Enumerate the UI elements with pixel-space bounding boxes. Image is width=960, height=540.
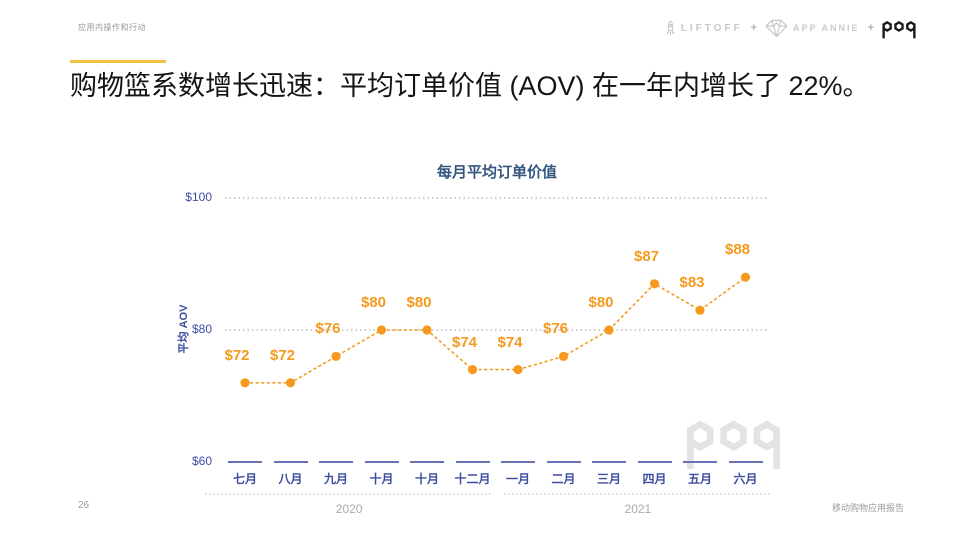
year-label: 2020 [335, 502, 363, 516]
plus-separator: + [867, 22, 874, 34]
liftoff-wordmark: LIFTOFF [680, 22, 743, 34]
gridline [225, 197, 768, 199]
data-point-label: $80 [406, 294, 432, 311]
data-point-label: $83 [679, 274, 705, 292]
title-accent-line [70, 60, 166, 63]
partner-logos: LIFTOFF + APP ANNIE + [665, 16, 916, 40]
data-point [240, 378, 250, 388]
x-axis-label: 二月 [551, 472, 576, 486]
data-point-label: $88 [724, 241, 751, 259]
x-axis-label: 九月 [323, 472, 348, 486]
x-tick-mark [592, 461, 626, 463]
x-axis-label: 十二月 [454, 472, 491, 486]
x-tick-mark [319, 461, 353, 463]
x-axis-label: 五月 [687, 472, 712, 486]
year-label: 2021 [624, 502, 652, 516]
x-tick-mark [501, 461, 535, 463]
x-axis-label: 八月 [278, 472, 303, 486]
x-axis-label: 十月 [369, 472, 394, 486]
data-point [649, 279, 660, 289]
plus-separator: + [750, 22, 758, 34]
chart-title: 每月平均订单价值 [436, 164, 557, 181]
gem-icon [765, 19, 788, 37]
data-point [285, 378, 296, 388]
x-tick-mark [364, 461, 399, 463]
data-point [695, 305, 705, 315]
data-point-label: $72 [269, 346, 296, 364]
rocket-icon [666, 19, 675, 35]
data-point-label: $74 [497, 333, 523, 351]
page-number: 26 [78, 500, 90, 511]
slide-title: 购物篮系数增长迅速：平均订单价值 (AOV) 在一年内增长了 22%。 [70, 71, 870, 101]
x-axis-label: 三月 [596, 472, 621, 486]
x-axis-label: 七月 [232, 472, 257, 486]
y-tick-label: $100 [185, 190, 212, 204]
data-point-label: $76 [542, 320, 569, 338]
section-label: 应用内操作和行动 [78, 23, 146, 32]
y-tick-label: $80 [191, 322, 212, 336]
x-tick-mark [455, 461, 490, 463]
x-tick-mark [228, 461, 262, 463]
app-annie-logo: APP ANNIE [765, 19, 860, 38]
x-axis-label: 一月 [505, 472, 530, 486]
x-tick-mark [683, 461, 717, 463]
data-point [558, 351, 569, 361]
x-tick-mark [728, 461, 763, 463]
data-point [331, 351, 341, 361]
data-point [467, 365, 478, 375]
data-point-label: $87 [633, 247, 660, 265]
data-point-label: $80 [588, 294, 614, 311]
x-tick-mark [546, 461, 581, 463]
x-tick-mark [410, 461, 444, 463]
data-point-label: $74 [451, 333, 478, 351]
liftoff-logo: LIFTOFF [665, 19, 743, 37]
data-point [740, 272, 751, 282]
x-tick-mark [637, 461, 672, 463]
app-annie-wordmark: APP ANNIE [793, 23, 860, 33]
data-point-label: $76 [315, 320, 341, 338]
data-point-label: $72 [224, 346, 250, 364]
data-point-label: $80 [360, 294, 387, 311]
year-group-line [205, 493, 494, 495]
report-label: 移动购物应用报告 [831, 503, 904, 513]
year-group-line [504, 493, 772, 495]
y-tick-label: $60 [191, 454, 212, 468]
x-tick-mark [273, 461, 308, 463]
x-axis-label: 十月 [414, 472, 439, 486]
data-point [513, 365, 523, 375]
x-axis-label: 四月 [642, 472, 667, 486]
x-axis-label: 六月 [733, 472, 758, 486]
poq-logo [882, 20, 916, 39]
